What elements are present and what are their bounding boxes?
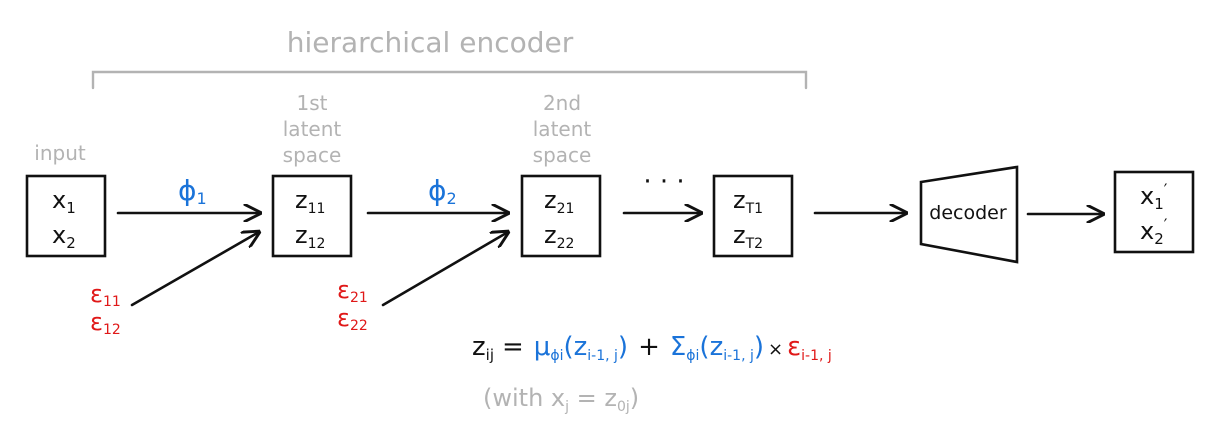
input-box: x1 x2 <box>25 174 107 258</box>
z11: z11 <box>295 186 325 217</box>
z22: z22 <box>544 221 574 252</box>
zT2: zT2 <box>733 221 763 252</box>
phi-2: ϕ2 <box>428 174 457 208</box>
latent-label-2-line2: latent <box>533 117 592 141</box>
encoder-title: hierarchical encoder <box>287 26 574 59</box>
epsilon-group-2: ε21 ε22 <box>337 276 368 334</box>
arrow-eps1-to-latent1 <box>130 232 259 307</box>
latent-box-2: z21 z22 <box>520 174 602 258</box>
eq-eps: ε <box>787 332 801 362</box>
equation-note: (with xj = z0j) <box>483 384 639 415</box>
latent-label-1-line3: space <box>283 143 342 167</box>
eq-equals: = <box>502 332 524 362</box>
input-label: input <box>34 141 86 165</box>
latent-label-2: 2nd latent space <box>533 91 592 167</box>
epsilon-group-1: ε11 ε12 <box>90 280 121 338</box>
latent-label-2-line1: 2nd <box>543 91 581 115</box>
latent-label-1-line2: latent <box>283 117 342 141</box>
decoder-block: decoder <box>919 165 1019 264</box>
ellipsis: · · · <box>643 167 684 197</box>
eps12: ε12 <box>90 308 121 338</box>
latent-label-2-line3: space <box>533 143 592 167</box>
eq-sigma: Σ <box>670 332 686 362</box>
latent-label-1-line1: 1st <box>297 91 328 115</box>
input-x1: x1 <box>52 186 76 217</box>
output-x1-prime: x1′ <box>1140 180 1168 213</box>
z12: z12 <box>295 221 325 252</box>
encoder-brace <box>91 70 808 90</box>
eq-times: × <box>768 339 783 360</box>
latent-box-T: zT1 zT2 <box>712 174 794 258</box>
phi-1: ϕ1 <box>178 174 207 208</box>
equation: zij = μϕi(zi-1, j) + Σϕi(zi-1, j) × εi-1, j <box>472 332 832 364</box>
decoder-label: decoder <box>929 202 1007 224</box>
output-box: x1′ x2′ <box>1113 170 1195 254</box>
input-x2: x2 <box>52 221 76 252</box>
eq-lhs: z <box>472 332 486 362</box>
zT1: zT1 <box>733 186 763 217</box>
z21: z21 <box>544 186 574 217</box>
eq-plus: + <box>638 332 660 362</box>
eq-mu: μ <box>534 332 551 362</box>
eps22: ε22 <box>337 304 368 334</box>
eps11: ε11 <box>90 280 121 310</box>
arrow-eps2-to-latent2 <box>381 232 508 307</box>
latent-box-1: z11 z12 <box>271 174 353 258</box>
latent-label-1: 1st latent space <box>283 91 342 167</box>
output-x2-prime: x2′ <box>1140 215 1168 248</box>
eps21: ε21 <box>337 276 368 306</box>
